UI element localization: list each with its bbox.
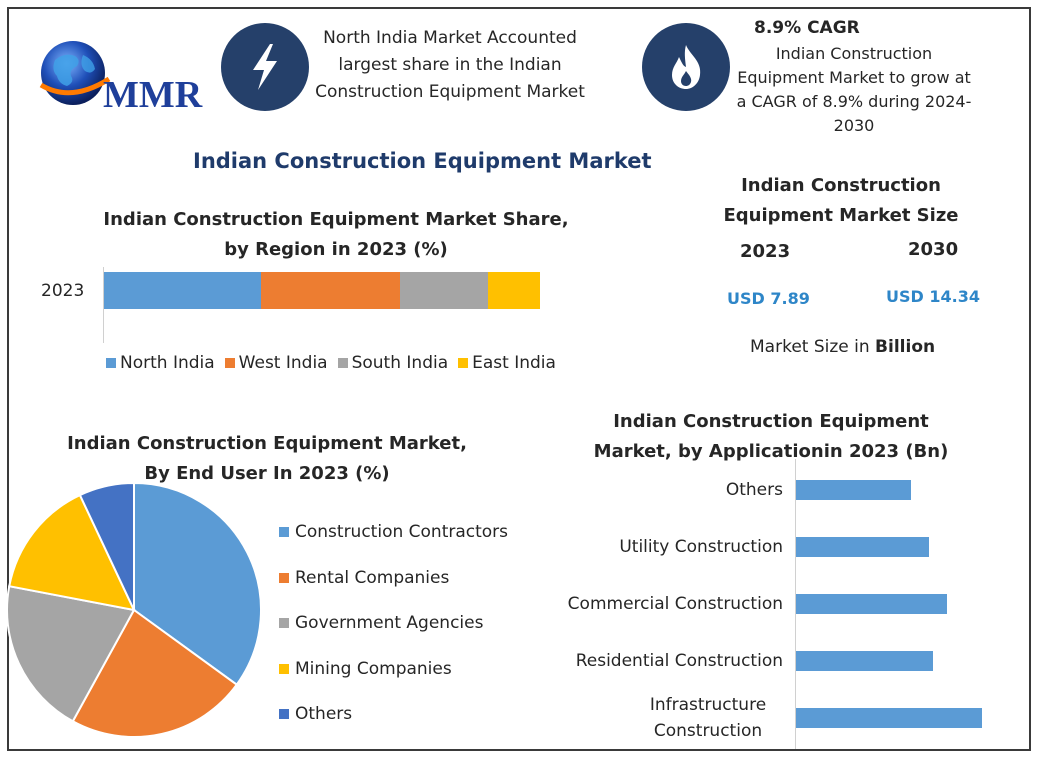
application-chart-title: Indian Construction Equipment Market, by… <box>593 411 949 462</box>
pie-legend-item: Mining Companies <box>279 658 508 680</box>
legend-swatch <box>279 572 289 583</box>
region-axis-line <box>103 267 104 343</box>
region-legend: North India West India South India East Ind… <box>106 353 566 373</box>
legend-swatch <box>106 358 116 368</box>
legend-swatch <box>458 358 469 368</box>
pie-slice-mining-companies <box>8 493 136 612</box>
region-legend-item: South India <box>337 353 449 373</box>
application-bar <box>796 594 947 614</box>
legend-swatch <box>279 618 289 628</box>
pie-legend-item: Others <box>279 703 508 725</box>
application-bar <box>796 651 934 671</box>
pie-legend-item: Government Agencies <box>279 612 508 634</box>
application-category-label: Others <box>725 480 783 500</box>
flame-icon <box>642 23 730 111</box>
pie-slice-others <box>78 481 135 611</box>
pie-slice-construction-contractors <box>133 481 262 687</box>
legend-label: Construction Contractors <box>295 522 509 542</box>
region-legend-item: West India <box>224 353 328 373</box>
region-bar-segment-west-india <box>260 272 401 309</box>
legend-swatch <box>337 358 348 368</box>
region-legend-item: East India <box>458 353 556 373</box>
application-category-label: Residential Construction <box>575 651 783 671</box>
application-bar <box>796 537 929 557</box>
application-bar <box>796 480 912 500</box>
end-user-pie-chart <box>6 481 262 738</box>
legend-label: South India <box>351 353 449 373</box>
legend-label: North India <box>120 353 215 373</box>
cagr-text: Indian Construction Equipment Market to … <box>736 44 972 135</box>
application-bar-chart: Others Utility Construction Commercial Con… <box>529 459 1029 749</box>
lightning-icon <box>221 23 309 111</box>
pie-slice-rental-companies <box>71 608 239 738</box>
application-category-label: Infrastructure Construction <box>649 695 767 741</box>
market-size-note-prefix: Market Size in <box>750 337 876 357</box>
region-chart-title: Indian Construction Equipment Market Sha… <box>103 209 569 260</box>
infographic-frame: MMR North India Market Accounted largest… <box>6 7 1031 751</box>
end-user-legend: Construction Contractors Rental Companies… <box>279 521 508 749</box>
market-size-note-unit: Billion <box>875 337 936 357</box>
legend-label: Mining Companies <box>295 658 452 679</box>
legend-swatch <box>224 358 235 368</box>
region-stacked-bar <box>104 272 540 309</box>
end-user-chart-title: Indian Construction Equipment Market, By… <box>67 433 467 484</box>
region-bar-segment-north-india <box>104 272 261 309</box>
globe-icon <box>39 41 111 105</box>
application-axis-line <box>795 459 796 749</box>
application-category-label: Commercial Construction <box>567 594 783 614</box>
market-size-year-2030: 2030 <box>908 239 959 260</box>
cagr-headline: 8.9% CAGR <box>754 18 860 38</box>
info-left-text: North India Market Accounted largest sha… <box>315 28 585 102</box>
legend-swatch <box>279 663 289 674</box>
region-bar-segment-south-india <box>400 272 488 309</box>
application-category-label: Utility Construction <box>619 537 783 557</box>
legend-swatch <box>279 527 289 537</box>
legend-label: Government Agencies <box>295 613 484 633</box>
region-bar-segment-east-india <box>487 272 540 309</box>
legend-label: Rental Companies <box>295 567 450 588</box>
region-legend-item: North India <box>106 353 215 373</box>
pie-slice-government-agencies <box>6 585 136 723</box>
logo-text: MMR <box>103 74 203 116</box>
pie-legend-item: Construction Contractors <box>279 521 508 543</box>
logo: MMR <box>35 33 225 119</box>
market-size-year-2023: 2023 <box>740 241 791 262</box>
main-title: Indian Construction Equipment Market <box>193 149 652 173</box>
application-bar <box>796 708 982 728</box>
market-size-note: Market Size in Billion <box>750 337 935 357</box>
market-size-value-2030: USD 14.34 <box>886 287 980 306</box>
legend-label: East India <box>472 353 556 373</box>
legend-label: West India <box>238 353 328 373</box>
market-size-value-2023: USD 7.89 <box>727 289 810 308</box>
region-category-label: 2023 <box>41 281 85 301</box>
legend-swatch <box>279 709 289 719</box>
pie-legend-item: Rental Companies <box>279 567 508 589</box>
legend-label: Others <box>295 704 353 724</box>
market-size-title: Indian Construction Equipment Market Siz… <box>723 175 959 226</box>
